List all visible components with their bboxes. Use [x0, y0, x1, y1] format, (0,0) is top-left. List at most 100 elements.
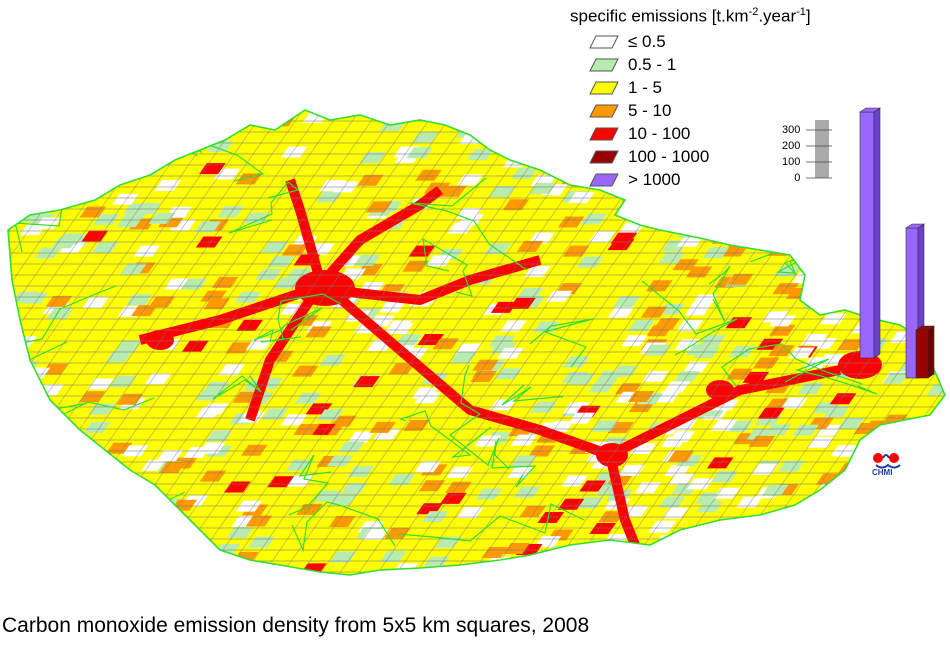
- legend-label: > 1000: [628, 170, 681, 189]
- emission-cell: [833, 175, 861, 187]
- emission-cell: [165, 142, 193, 154]
- emission-cell: [884, 137, 912, 149]
- map-caption: Carbon monoxide emission density from 5x…: [2, 614, 590, 637]
- legend-swatch-icon: [589, 104, 619, 118]
- emission-cell: [915, 450, 942, 462]
- emission-cell: [936, 358, 945, 370]
- district-border: [721, 343, 863, 387]
- emission-cell: [679, 532, 706, 544]
- emission-cell: [815, 528, 843, 540]
- emission-cell: [812, 192, 840, 204]
- emission-cell: [143, 512, 170, 524]
- emission-cell: [896, 143, 924, 155]
- emission-cell: [100, 542, 127, 554]
- emission-cell: [920, 437, 945, 449]
- emission-cell: [773, 550, 800, 562]
- emission-cell: [86, 536, 113, 548]
- legend-label: ≤ 0.5: [628, 32, 666, 51]
- emission-cell: [696, 549, 724, 561]
- emission-cell: [825, 163, 853, 175]
- legend-swatch-icon: [589, 81, 619, 95]
- scale-bar-labels: 300 200 100 0: [782, 122, 800, 186]
- emission-cell: [73, 496, 100, 508]
- emission-cell: [123, 140, 151, 152]
- emission-cell: [904, 428, 931, 440]
- emission-cell: [80, 465, 107, 477]
- emission-cell: [676, 560, 704, 572]
- emission-cell: [854, 504, 881, 516]
- emission-cell: [549, 554, 577, 566]
- emission-cell: [666, 215, 694, 227]
- emission-cell: [772, 224, 799, 236]
- emission-cell: [826, 161, 853, 173]
- emission-cell: [20, 566, 48, 575]
- emission-cell: [22, 551, 50, 563]
- emission-cell: [48, 496, 75, 508]
- emission-cell: [912, 428, 940, 440]
- emission-cell: [722, 145, 750, 157]
- large-source-bars: [859, 107, 935, 379]
- legend-title: specific emissions [t.km-2.year-1]: [570, 6, 811, 26]
- emission-cell: [10, 533, 37, 545]
- emission-cell: [924, 482, 945, 494]
- emission-cell: [90, 159, 118, 171]
- emission-cell: [921, 203, 945, 215]
- emission-cell: [761, 524, 789, 536]
- district-border: [789, 255, 903, 311]
- scale-label: 200: [782, 140, 801, 152]
- emission-cell: [182, 555, 210, 567]
- emission-cell: [30, 536, 58, 548]
- emission-cell: [66, 522, 94, 534]
- emission-cell: [904, 437, 932, 449]
- emission-cell: [666, 561, 694, 573]
- emission-cell: [178, 538, 206, 550]
- emission-cell: [827, 174, 854, 186]
- emission-cell: [805, 180, 833, 192]
- emission-cell: [223, 112, 251, 124]
- emission-cell: [935, 127, 945, 139]
- emission-cell: [486, 565, 514, 575]
- emission-cell: [535, 111, 562, 123]
- emission-cell: [802, 197, 830, 209]
- emission-cell: [629, 211, 657, 223]
- legend-swatch-icon: [589, 58, 619, 72]
- district-border: [708, 265, 731, 323]
- emission-cell: [769, 221, 797, 233]
- emission-cell: [527, 147, 555, 159]
- emission-cell: [901, 121, 929, 133]
- emission-cell: [151, 535, 179, 547]
- district-border: [491, 440, 537, 488]
- district-border: [409, 177, 528, 271]
- district-border: [212, 375, 262, 400]
- legend-swatch-icon: [589, 173, 619, 187]
- legend-item: 5 - 10: [588, 101, 671, 121]
- emission-cell: [580, 554, 608, 566]
- legend-label: 10 - 100: [628, 124, 691, 143]
- emission-cell: [803, 181, 831, 193]
- emission-cell: [882, 428, 910, 440]
- chmi-logo-icon: [873, 453, 901, 469]
- district-border: [621, 187, 703, 218]
- emission-cell: [894, 127, 922, 139]
- emission-cell: [934, 144, 945, 156]
- emission-cell: [892, 549, 919, 561]
- emission-cell: [818, 550, 846, 562]
- emission-cell: [822, 234, 850, 246]
- emission-cell: [93, 119, 121, 131]
- emission-cell: [791, 236, 819, 248]
- source-bar: [859, 107, 881, 359]
- source-bar: [915, 325, 935, 379]
- emission-cell: [86, 155, 113, 167]
- emission-cell: [51, 153, 78, 165]
- legend-item: 1 - 5: [588, 78, 662, 98]
- scale-label: 300: [782, 124, 801, 136]
- emission-cell: [82, 568, 110, 575]
- emission-cell: [738, 201, 766, 213]
- emission-cell: [103, 130, 130, 142]
- district-border: [746, 514, 826, 575]
- emission-cell: [934, 198, 945, 210]
- emission-cell: [110, 149, 138, 161]
- emission-cell: [106, 531, 134, 543]
- emission-cell: [572, 545, 600, 557]
- emission-cell: [901, 206, 929, 218]
